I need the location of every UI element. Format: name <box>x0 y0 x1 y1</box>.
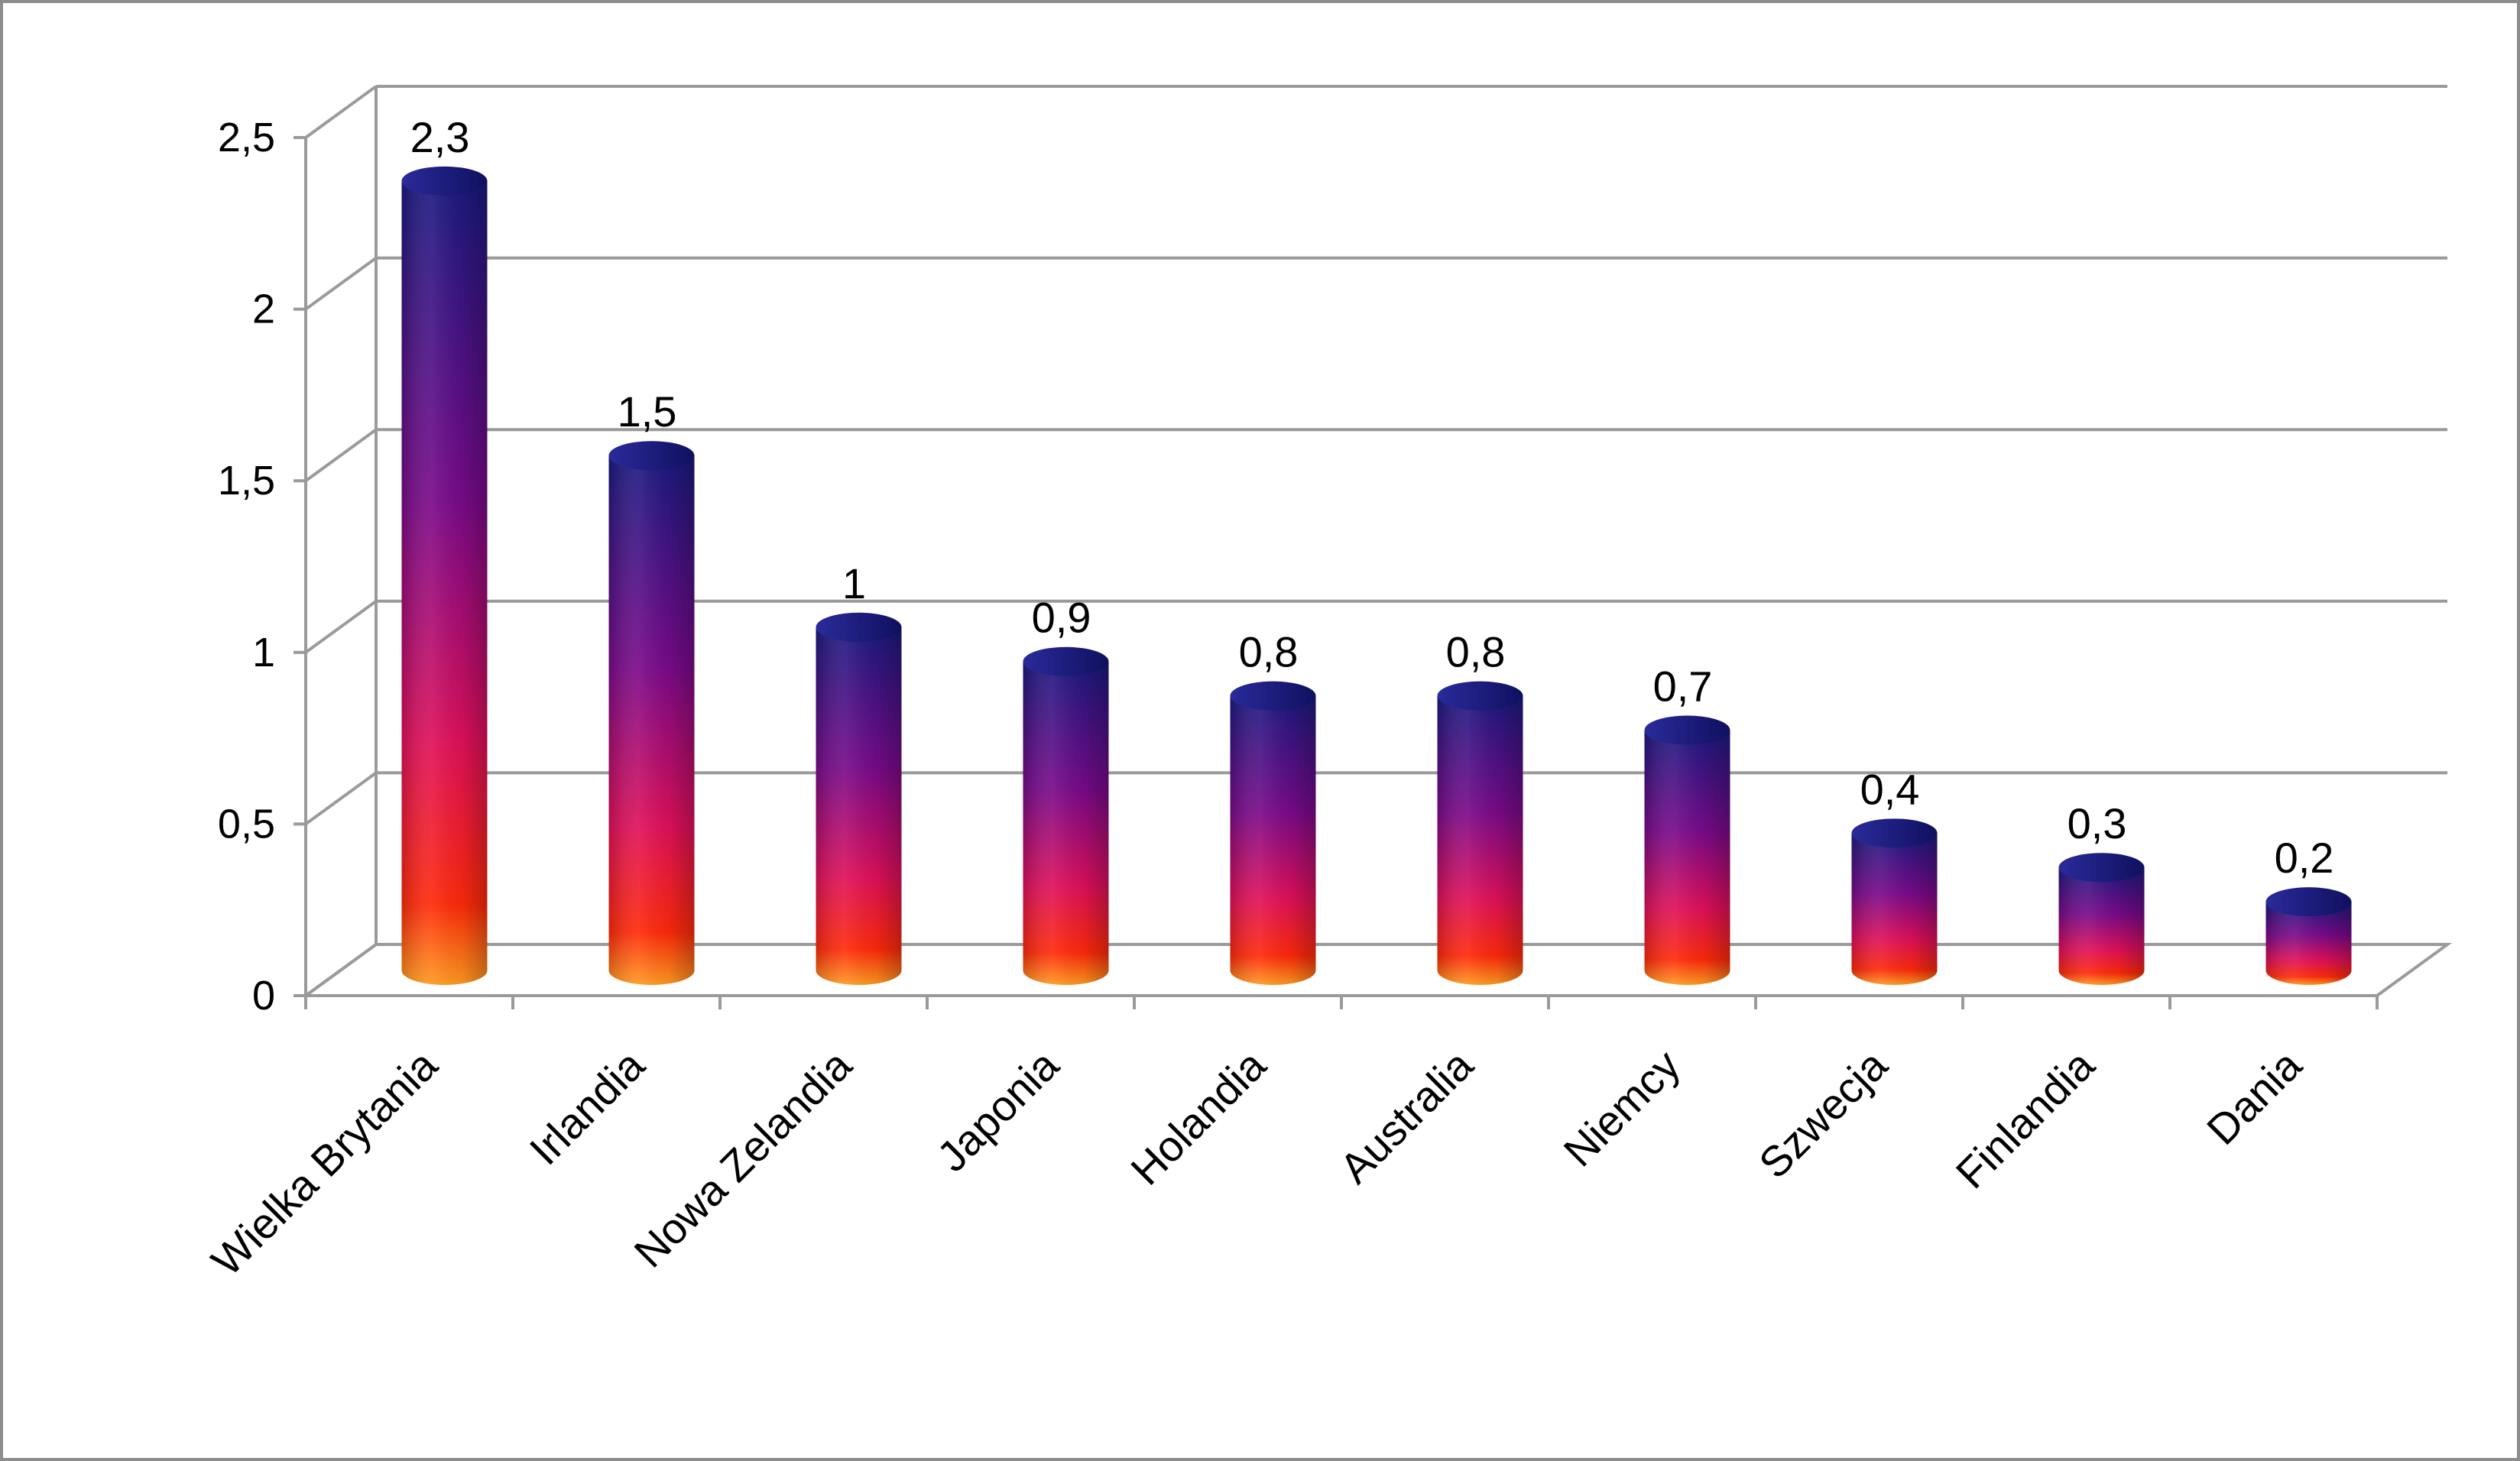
bar-cap <box>816 612 902 642</box>
y-axis-ticks: 0 0,5 1 1,5 2 2,5 <box>218 115 307 1019</box>
y-tick-label: 0,5 <box>218 801 275 847</box>
y-tick-label: 2 <box>252 287 275 332</box>
bar-1 <box>401 166 488 986</box>
bar-cap <box>1023 646 1109 676</box>
data-label: 0,4 <box>1860 765 1920 813</box>
data-label: 2,3 <box>410 113 470 161</box>
bar-shading <box>2058 867 2145 985</box>
y-tick-label: 2,5 <box>218 115 275 160</box>
data-label: 1 <box>842 559 866 607</box>
bar-shading <box>816 627 902 985</box>
bar-7 <box>1644 715 1730 985</box>
bar-cap <box>1437 681 1523 711</box>
data-label: 0,2 <box>2275 834 2334 882</box>
data-label: 1,5 <box>618 387 677 436</box>
bar-9 <box>2058 853 2145 985</box>
bars <box>401 166 2352 986</box>
bar-shading <box>1644 730 1730 985</box>
gridlines <box>304 85 2447 997</box>
bar-shading <box>1851 833 1938 985</box>
data-label: 0,8 <box>1239 628 1299 676</box>
data-label: 0,3 <box>2068 799 2127 847</box>
x-axis-ticks <box>304 994 2379 1009</box>
bar-cap <box>608 441 695 471</box>
bar-8 <box>1851 818 1938 985</box>
bar-shading <box>1023 661 1109 985</box>
y-tick-label: 0 <box>252 973 275 1019</box>
bar-shading <box>2265 902 2352 985</box>
bar-cap <box>401 166 488 196</box>
bar-cap <box>1230 681 1316 711</box>
bar-shading <box>1230 695 1316 985</box>
y-tick-label: 1 <box>252 630 275 675</box>
bar-3 <box>816 612 902 985</box>
bar-cap <box>1851 818 1938 848</box>
bar-10 <box>2265 887 2352 985</box>
bar-cap <box>1644 715 1730 745</box>
bar-cap <box>2265 887 2352 917</box>
bar-4 <box>1023 646 1109 985</box>
data-label: 0,9 <box>1032 594 1091 642</box>
data-labels: 2,3 1,5 1 0,9 0,8 0,8 0,7 0,4 0,3 0,2 <box>410 113 2334 882</box>
gridline-side <box>304 771 378 826</box>
y-tick-label: 1,5 <box>218 458 275 504</box>
bar-6 <box>1437 681 1523 985</box>
bar-5 <box>1230 681 1316 985</box>
bar-shading <box>401 180 488 986</box>
gridline-side <box>304 428 378 482</box>
gridline-side <box>304 85 378 139</box>
data-label: 0,8 <box>1446 628 1506 676</box>
bar-2 <box>608 441 695 985</box>
gridline-side <box>304 943 378 997</box>
gridline-side <box>304 600 378 654</box>
gridline-side <box>304 256 378 311</box>
bar-shading <box>608 455 695 985</box>
bar-shading <box>1437 695 1523 985</box>
data-label: 0,7 <box>1653 662 1713 711</box>
bar-cap <box>2058 853 2145 883</box>
